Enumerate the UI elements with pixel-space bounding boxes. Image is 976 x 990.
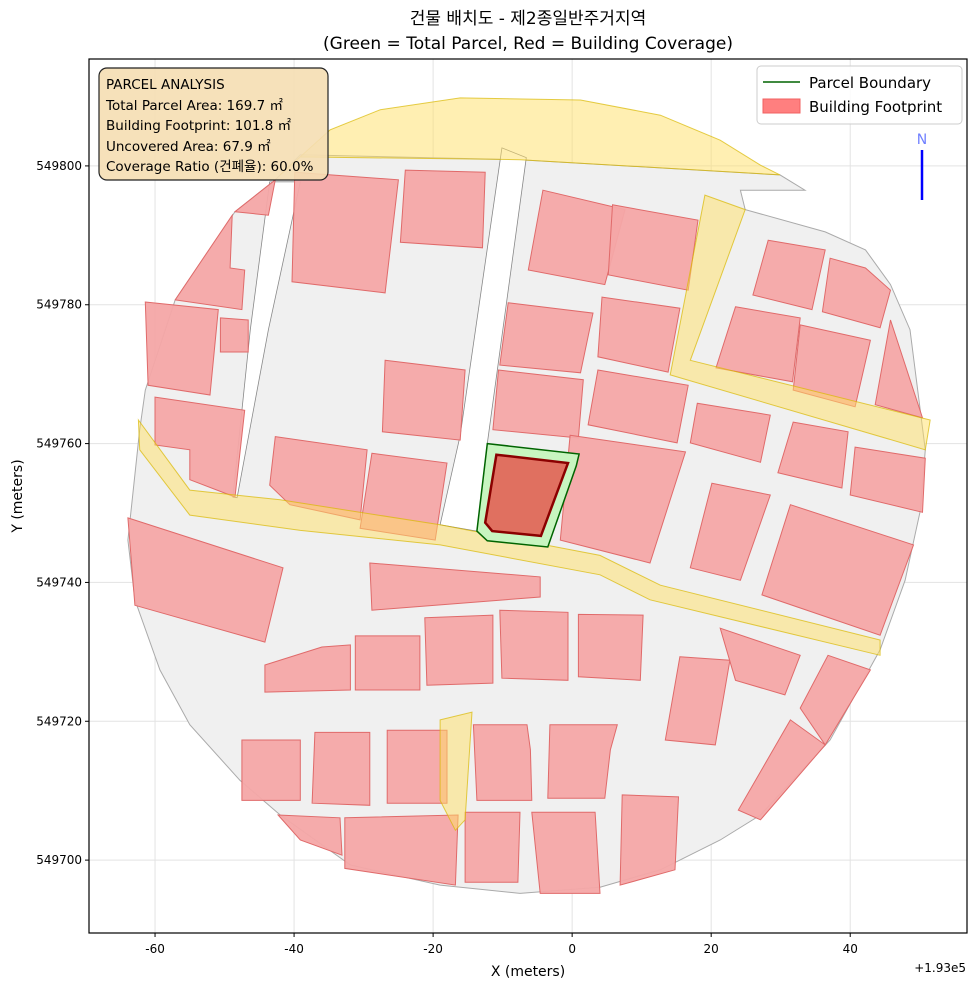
context-building	[264, 644, 351, 693]
y-tick-label: 549700	[36, 853, 82, 867]
legend-frame	[756, 65, 963, 125]
context-building	[752, 239, 826, 311]
x-axis-label: X (meters)	[491, 964, 565, 980]
info-box-frame	[98, 67, 329, 181]
info-line: Total Parcel Area: 169.7 ㎡	[105, 98, 283, 114]
context-building	[761, 504, 915, 636]
context-building	[559, 434, 687, 564]
context-building	[219, 317, 249, 353]
legend-parcel-label: Parcel Boundary	[809, 74, 931, 92]
target-building	[483, 453, 570, 538]
context-building	[689, 482, 771, 581]
legend-building-swatch	[762, 98, 801, 114]
context-building	[527, 189, 626, 286]
road	[669, 194, 931, 451]
legend: Parcel Boundary Building Footprint	[756, 65, 963, 125]
road	[137, 418, 881, 656]
context-building	[424, 614, 494, 686]
context-building	[174, 213, 246, 311]
context-building	[531, 811, 601, 894]
y-axis-label: Y (meters)	[10, 459, 26, 533]
context-building	[664, 656, 731, 746]
x-tick-label: -20	[423, 942, 443, 956]
north-arrow: N	[917, 132, 927, 200]
y-tick-label: 549760	[36, 437, 82, 451]
context-building	[381, 359, 466, 441]
x-tick-label: 20	[704, 942, 719, 956]
context-building	[849, 446, 926, 513]
info-line: Building Footprint: 101.8 ㎡	[106, 118, 292, 134]
context-building	[127, 517, 284, 643]
context-building	[291, 171, 399, 294]
axis-ticks: -60 -40 -20 0 20 40 549700 549720 549740 549760 54…	[36, 159, 858, 956]
x-tick-label: 0	[568, 942, 576, 956]
context-building	[719, 627, 801, 696]
context-building	[344, 814, 459, 886]
y-tick-label: 549720	[36, 714, 82, 728]
context-building	[492, 369, 584, 439]
context-building	[577, 613, 644, 681]
context-building	[144, 301, 219, 396]
info-line: Coverage Ratio (건폐율): 60.0%	[106, 159, 314, 175]
legend-building-label: Building Footprint	[809, 98, 942, 116]
road	[279, 97, 781, 176]
context-building	[499, 302, 594, 374]
context-building	[499, 609, 569, 681]
context-building	[597, 296, 681, 373]
context-building	[737, 719, 826, 821]
x-tick-label: 40	[843, 942, 858, 956]
y-tick-label: 549780	[36, 298, 82, 312]
context-building	[715, 306, 801, 383]
x-tick-label: -60	[145, 942, 165, 956]
y-tick-label: 549800	[36, 159, 82, 173]
context-building	[607, 204, 699, 291]
context-building	[874, 319, 924, 419]
plot-frame	[88, 58, 968, 934]
context-building	[276, 814, 343, 856]
road	[439, 711, 473, 832]
context-building	[587, 369, 689, 444]
chart-title: 건물 배치도 - 제2종일반주거지역	[410, 9, 646, 29]
north-label: N	[917, 132, 927, 148]
x-tick-label: -40	[284, 942, 304, 956]
context-building	[399, 169, 486, 249]
context-building	[619, 794, 680, 886]
context-building	[369, 562, 541, 611]
context-building	[689, 402, 771, 463]
context-building	[547, 724, 618, 799]
context-building	[821, 257, 892, 329]
y-tick-label: 549740	[36, 575, 82, 589]
context-building	[464, 811, 521, 883]
info-box: PARCEL ANALYSIS Total Parcel Area: 169.7…	[98, 67, 329, 181]
plot-layers	[127, 97, 931, 894]
context-building	[472, 724, 533, 801]
context-building	[311, 731, 371, 806]
info-line: Uncovered Area: 67.9 ㎡	[106, 139, 271, 155]
context-building	[354, 635, 421, 691]
context-building	[386, 729, 448, 804]
info-line: PARCEL ANALYSIS	[106, 77, 225, 93]
x-offset-label: +1.93e5	[914, 961, 966, 975]
context-building	[777, 421, 849, 489]
chart-subtitle: (Green = Total Parcel, Red = Building Co…	[323, 34, 733, 54]
context-building	[233, 178, 277, 216]
context-building	[241, 739, 301, 801]
